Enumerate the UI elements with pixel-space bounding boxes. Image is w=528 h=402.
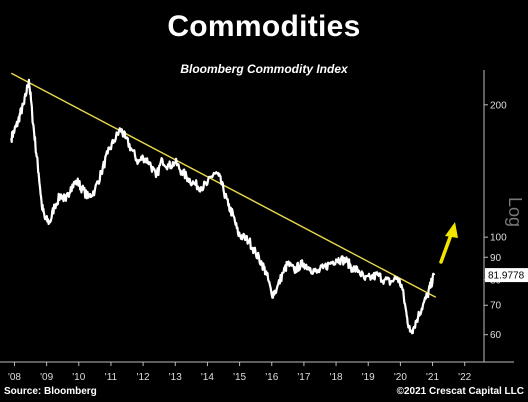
y-tick-label: 90 xyxy=(490,253,502,264)
chart-subtitle: Bloomberg Commodity Index xyxy=(180,62,348,76)
x-tick-label: '10 xyxy=(72,372,85,383)
x-tick-label: '12 xyxy=(137,372,150,383)
x-tick-label: '17 xyxy=(297,372,310,383)
source-note: Source: Bloomberg xyxy=(4,386,97,397)
x-tick-label: '15 xyxy=(233,372,246,383)
up-arrow-shaft xyxy=(439,230,454,264)
x-tick-label: '09 xyxy=(40,372,53,383)
x-tick-label: '20 xyxy=(394,372,407,383)
last-value-tag xyxy=(485,268,528,283)
chart-title: Commodities xyxy=(167,10,361,43)
x-tick-label: '21 xyxy=(426,372,439,383)
x-tick-label: '22 xyxy=(458,372,471,383)
y-axis-label: Log xyxy=(505,197,525,227)
x-tick-label: '08 xyxy=(8,372,21,383)
y-tick-label: 100 xyxy=(490,233,507,244)
x-tick-label: '19 xyxy=(362,372,375,383)
copyright-note: ©2021 Crescat Capital LLC xyxy=(396,386,524,397)
y-tick-label: 60 xyxy=(490,330,502,341)
x-tick-label: '18 xyxy=(330,372,343,383)
x-tick-label: '16 xyxy=(265,372,278,383)
last-value-label: 81.9778 xyxy=(488,271,525,282)
x-tick-label: '13 xyxy=(169,372,182,383)
y-tick-label: 200 xyxy=(490,100,507,111)
y-tick-label: 70 xyxy=(490,301,502,312)
x-tick-label: '14 xyxy=(201,372,214,383)
x-tick-label: '11 xyxy=(105,372,118,383)
index-series-line xyxy=(10,78,436,335)
up-arrow-head xyxy=(445,222,458,238)
